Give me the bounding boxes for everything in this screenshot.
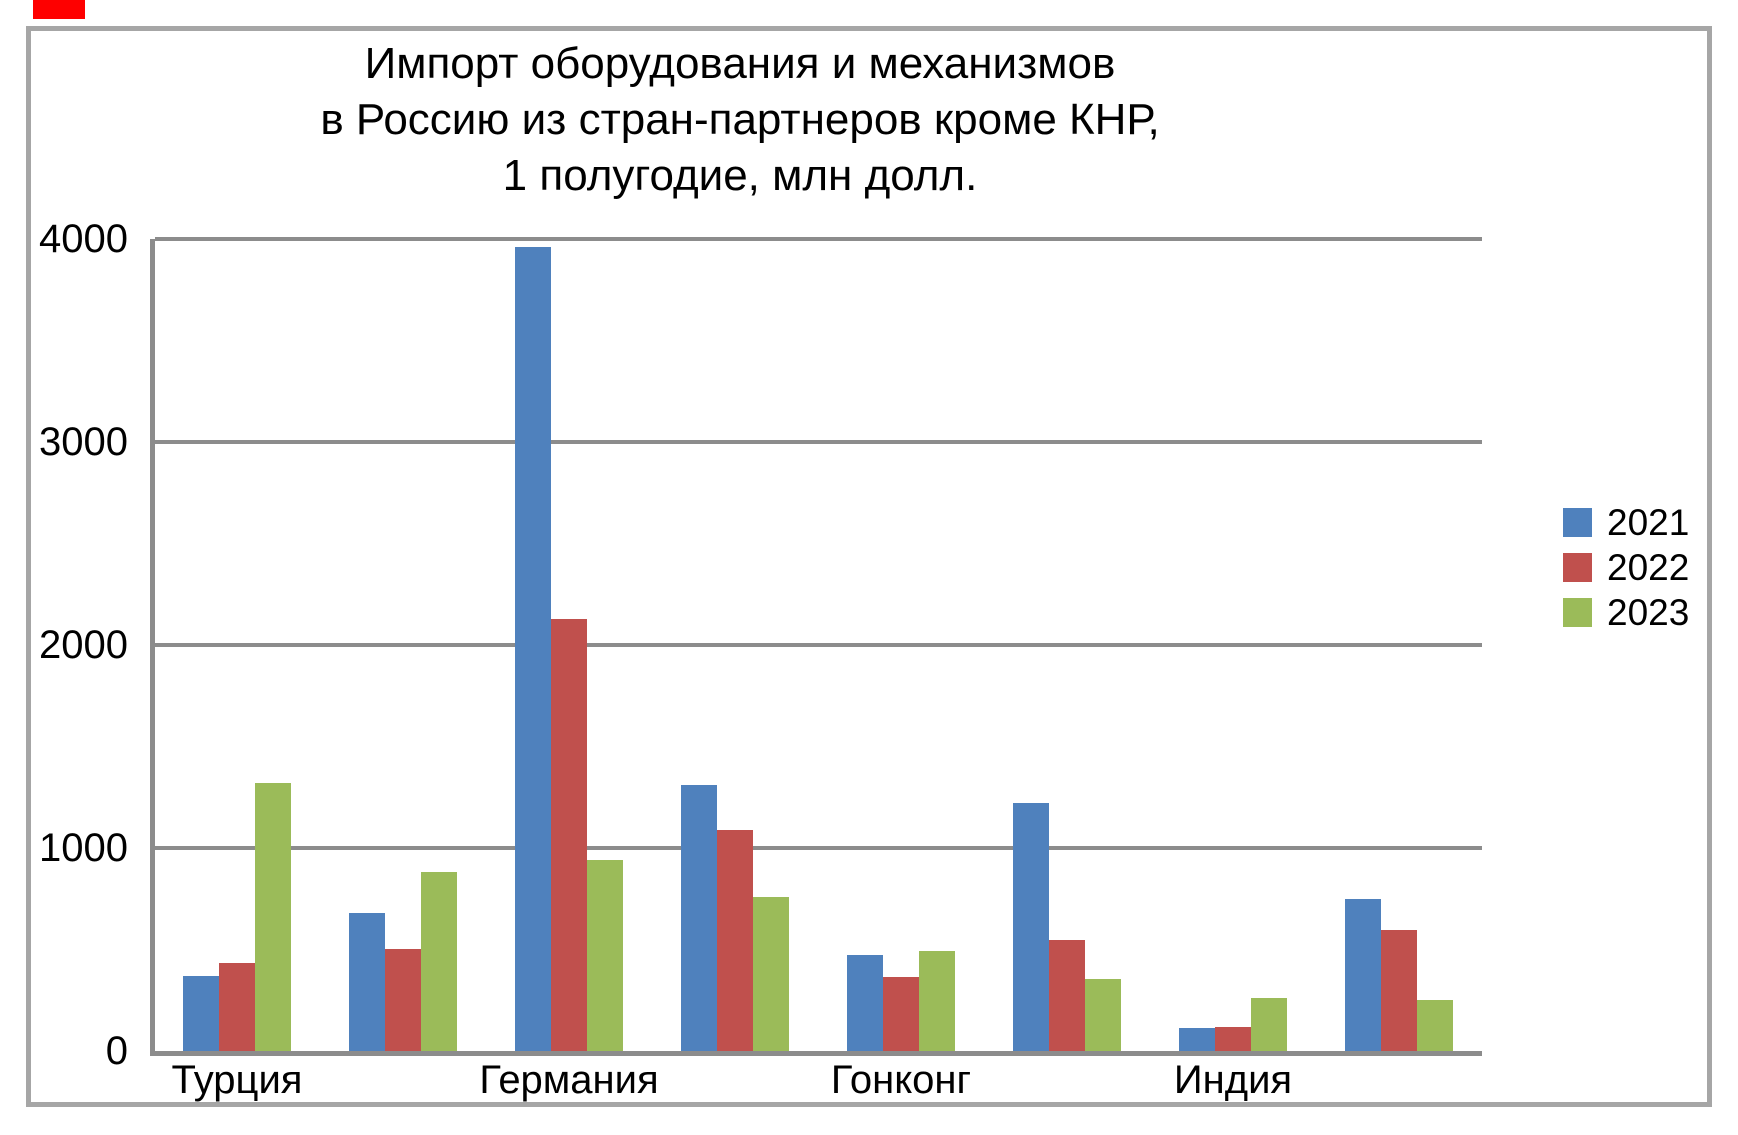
bar-2022-group7-Индия bbox=[1215, 1027, 1251, 1051]
legend-swatch-2023 bbox=[1563, 598, 1592, 627]
bar-2022-group4 bbox=[717, 830, 753, 1051]
bar-2022-group2 bbox=[385, 949, 421, 1051]
bar-2023-group5-Гонконг bbox=[919, 951, 955, 1051]
y-tick-label-0: 0 bbox=[105, 1029, 128, 1073]
legend-label-2023: 2023 bbox=[1607, 592, 1690, 633]
legend-item-2023: 2023 bbox=[1563, 590, 1689, 635]
chart-title-line-3: 1 полугодие, млн долл. bbox=[502, 151, 978, 200]
bar-2023-group8 bbox=[1417, 1000, 1453, 1051]
bar-2023-group2 bbox=[421, 872, 457, 1051]
chart-title-line-2: в Россию из стран-партнеров кроме КНР, bbox=[320, 95, 1160, 144]
bar-2021-group5-Гонконг bbox=[847, 955, 883, 1051]
y-axis-line bbox=[150, 239, 155, 1056]
y-tick-label-2000: 2000 bbox=[39, 623, 128, 667]
legend-swatch-2022 bbox=[1563, 553, 1592, 582]
gridline-4000 bbox=[155, 237, 1482, 241]
chart-outer-border bbox=[26, 26, 1712, 1107]
bar-2023-group4 bbox=[753, 897, 789, 1051]
gridline-2000 bbox=[155, 643, 1482, 647]
bar-2021-group2 bbox=[349, 913, 385, 1051]
plot-area bbox=[150, 237, 1482, 1056]
bar-2022-group8 bbox=[1381, 930, 1417, 1051]
bar-2023-group6 bbox=[1085, 979, 1121, 1051]
y-tick-label-4000: 4000 bbox=[39, 217, 128, 261]
chart-title-line-1: Импорт оборудования и механизмов bbox=[364, 39, 1116, 88]
bar-2023-group3-Германия bbox=[587, 860, 623, 1051]
x-category-label-Индия: Индия bbox=[1173, 1058, 1293, 1102]
bar-2022-group3-Германия bbox=[551, 619, 587, 1051]
bar-2021-group6 bbox=[1013, 803, 1049, 1051]
legend-label-2021: 2021 bbox=[1607, 502, 1690, 543]
y-tick-label-1000: 1000 bbox=[39, 826, 128, 870]
x-category-label-Турция: Турция bbox=[171, 1058, 303, 1102]
bar-2022-group1-Турция bbox=[219, 963, 255, 1051]
bar-2021-group1-Турция bbox=[183, 976, 219, 1051]
bar-2023-group1-Турция bbox=[255, 783, 291, 1051]
legend: 2021 2022 2023 bbox=[1563, 500, 1689, 635]
bar-2021-group7-Индия bbox=[1179, 1028, 1215, 1051]
legend-swatch-2021 bbox=[1563, 508, 1592, 537]
legend-label-2022: 2022 bbox=[1607, 547, 1690, 588]
bar-2021-group3-Германия bbox=[515, 247, 551, 1051]
bar-2021-group4 bbox=[681, 785, 717, 1051]
bar-2022-group6 bbox=[1049, 940, 1085, 1051]
legend-item-2022: 2022 bbox=[1563, 545, 1689, 590]
gridline-3000 bbox=[155, 440, 1482, 444]
red-artifact-mark bbox=[33, 0, 85, 19]
bar-2022-group5-Гонконг bbox=[883, 977, 919, 1051]
y-tick-label-3000: 3000 bbox=[39, 420, 128, 464]
bar-2023-group7-Индия bbox=[1251, 998, 1287, 1051]
x-category-label-Гонконг: Гонконг bbox=[830, 1058, 972, 1102]
chart-title: Импорт оборудования и механизмов в Росси… bbox=[20, 36, 1460, 204]
gridline-1000 bbox=[155, 846, 1482, 850]
bar-2021-group8 bbox=[1345, 899, 1381, 1051]
legend-item-2021: 2021 bbox=[1563, 500, 1689, 545]
x-axis-line bbox=[150, 1051, 1482, 1056]
x-category-label-Германия: Германия bbox=[479, 1058, 659, 1102]
